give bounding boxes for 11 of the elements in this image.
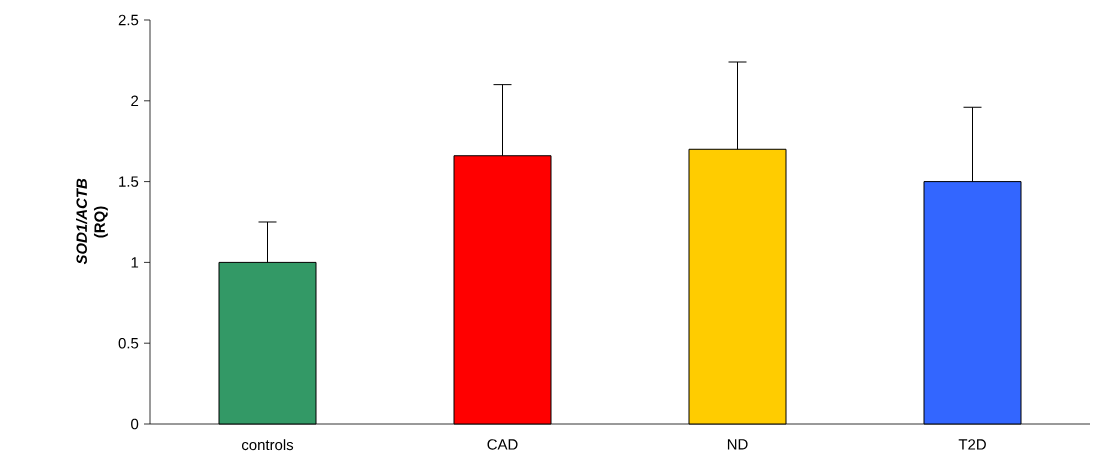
x-tick-label: T2D — [958, 439, 986, 450]
y-tick-label: 2 — [131, 95, 139, 107]
y-tick-label: 0.5 — [118, 337, 139, 349]
y-axis-title: SOD1/ACTB (RQ) — [76, 178, 108, 265]
y-tick-label: 2.5 — [118, 14, 139, 26]
x-tick-label: ND — [727, 439, 748, 450]
y-tick-label: 1.5 — [119, 176, 139, 187]
x-tick-label: CAD — [487, 439, 518, 450]
y-tick-label: 0 — [131, 418, 139, 430]
x-tick-label: controls — [241, 439, 294, 451]
y-tick-label: 1 — [131, 257, 139, 268]
